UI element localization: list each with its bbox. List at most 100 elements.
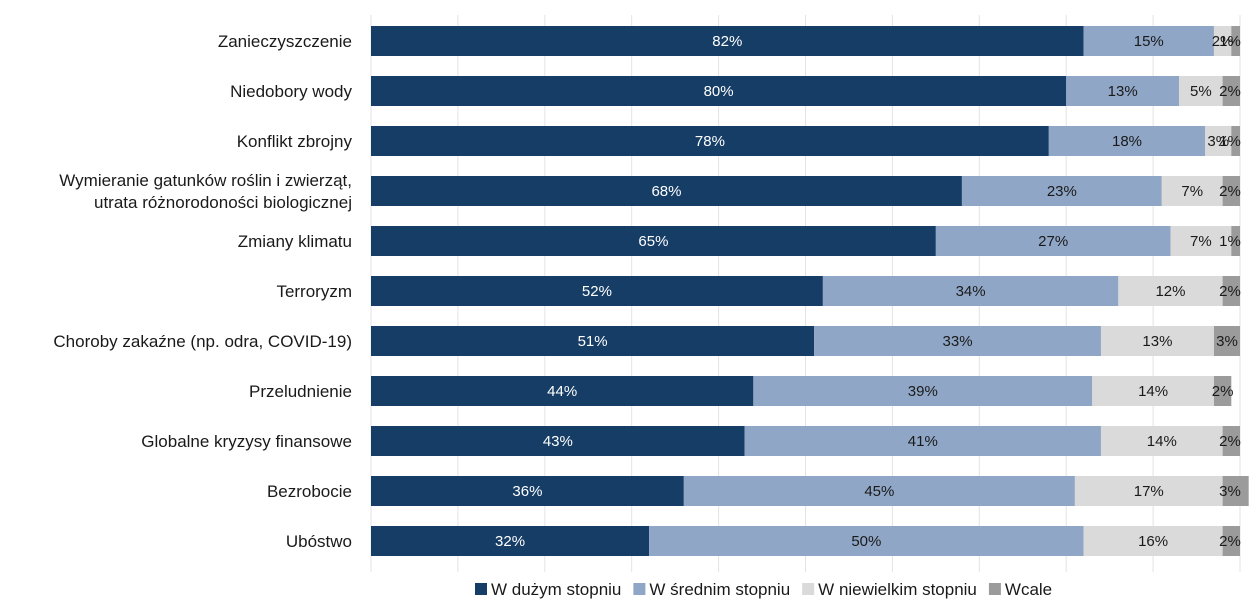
bar-segment	[961, 176, 1162, 206]
legend: W dużym stopniu W średnim stopniu W niewie…	[475, 580, 1052, 599]
bar-segment	[1118, 276, 1223, 306]
data-label: 2%	[1219, 83, 1241, 100]
data-label: 43%	[543, 433, 573, 450]
bar-segment	[1222, 276, 1240, 306]
legend-label: W niewielkim stopniu	[818, 580, 977, 599]
data-label: 1%	[1219, 233, 1241, 250]
bar-segment	[371, 376, 754, 406]
data-label: 18%	[1112, 133, 1142, 150]
legend-swatch	[633, 583, 646, 595]
data-label: 7%	[1190, 233, 1212, 250]
category-label: Bezrobocie	[267, 482, 352, 501]
bar-segment	[1213, 26, 1232, 56]
bar-segment	[1222, 176, 1240, 206]
data-label: 50%	[851, 533, 881, 550]
bar-segment	[1048, 126, 1206, 156]
bar-segment	[1205, 126, 1232, 156]
data-label: 41%	[908, 433, 938, 450]
data-label: 36%	[512, 483, 542, 500]
legend-swatch	[475, 583, 487, 595]
data-label: 17%	[1134, 483, 1164, 500]
bar-segment	[1222, 476, 1249, 506]
bar-segment	[371, 126, 1049, 156]
data-label: 51%	[578, 333, 608, 350]
bar-segment	[1066, 76, 1180, 106]
data-label: 2%	[1212, 383, 1234, 400]
data-label: 3%	[1207, 133, 1229, 150]
data-label: 65%	[638, 233, 668, 250]
bar-segment	[1213, 376, 1232, 406]
category-label: Przeludnienie	[249, 382, 352, 401]
data-label: 32%	[495, 533, 525, 550]
bars	[371, 26, 1249, 556]
data-label: 2%	[1219, 433, 1241, 450]
bar-segment	[1179, 76, 1223, 106]
bar-segment	[744, 426, 1101, 456]
bar-segment	[822, 276, 1119, 306]
category-label: Ubóstwo	[286, 532, 352, 551]
data-label: 44%	[547, 383, 577, 400]
data-label: 2%	[1219, 283, 1241, 300]
legend-swatch	[988, 583, 1001, 595]
data-label: 14%	[1147, 433, 1177, 450]
legend-label: W dużym stopniu	[491, 580, 621, 599]
data-label: 7%	[1181, 183, 1203, 200]
category-label: Zanieczyszczenie	[218, 32, 352, 51]
legend-swatch	[802, 583, 815, 595]
data-label: 78%	[695, 133, 725, 150]
value-labels: 82% 15% 2%1%80% 13% 5% 2%78% 18% 3%1%68% 23% 7% 2%…	[495, 33, 1241, 550]
legend-label: Wcale	[1005, 580, 1052, 599]
bar-segment	[371, 176, 962, 206]
bar-segment	[1161, 176, 1223, 206]
data-label: 1%	[1219, 133, 1241, 150]
bar-segment	[1083, 526, 1223, 556]
category-labels: Zanieczyszczenie Niedobory wody Konflikt z…	[53, 32, 352, 551]
bar-segment	[1222, 76, 1240, 106]
category-label: Wymieranie gatunków roślin i zwierząt, ut…	[59, 171, 352, 212]
data-label: 23%	[1047, 183, 1077, 200]
data-label: 80%	[704, 83, 734, 100]
data-label: 34%	[956, 283, 986, 300]
bar-segment	[683, 476, 1075, 506]
bar-segment	[1074, 476, 1223, 506]
bar-segment	[371, 276, 823, 306]
bar-segment	[371, 526, 650, 556]
bar-segment	[1222, 426, 1240, 456]
bar-segment	[371, 26, 1084, 56]
category-label: Niedobory wody	[230, 82, 352, 101]
bar-segment	[1231, 26, 1240, 56]
data-label: 39%	[908, 383, 938, 400]
category-label: Terroryzm	[276, 282, 352, 301]
bar-segment	[1100, 326, 1214, 356]
data-label: 45%	[864, 483, 894, 500]
data-label: 3%	[1219, 483, 1241, 500]
data-label: 52%	[582, 283, 612, 300]
data-label: 5%	[1190, 83, 1212, 100]
data-label: 2%	[1219, 183, 1241, 200]
bar-segment	[1083, 26, 1214, 56]
data-label: 33%	[943, 333, 973, 350]
data-label: 27%	[1038, 233, 1068, 250]
bar-segment	[1100, 426, 1223, 456]
bar-segment	[814, 326, 1101, 356]
bar-segment	[371, 326, 815, 356]
bar-segment	[753, 376, 1093, 406]
bar-segment	[1092, 376, 1214, 406]
bar-segment	[1222, 526, 1240, 556]
category-label: Zmiany klimatu	[238, 232, 352, 251]
data-label: 14%	[1138, 383, 1168, 400]
bar-segment	[1231, 126, 1240, 156]
bar-segment	[1170, 226, 1232, 256]
bar-segment	[371, 76, 1067, 106]
bar-segment	[649, 526, 1084, 556]
data-label: 13%	[1108, 83, 1138, 100]
data-label: 1%	[1219, 33, 1241, 50]
category-label: Globalne kryzysy finansowe	[141, 432, 352, 451]
data-label: 3%	[1216, 333, 1238, 350]
bar-segment	[1213, 326, 1240, 356]
category-label: Choroby zakaźne (np. odra, COVID-19)	[53, 332, 352, 351]
bar-segment	[935, 226, 1171, 256]
data-label: 2%	[1212, 33, 1234, 50]
category-label: Konflikt zbrojny	[237, 132, 353, 151]
